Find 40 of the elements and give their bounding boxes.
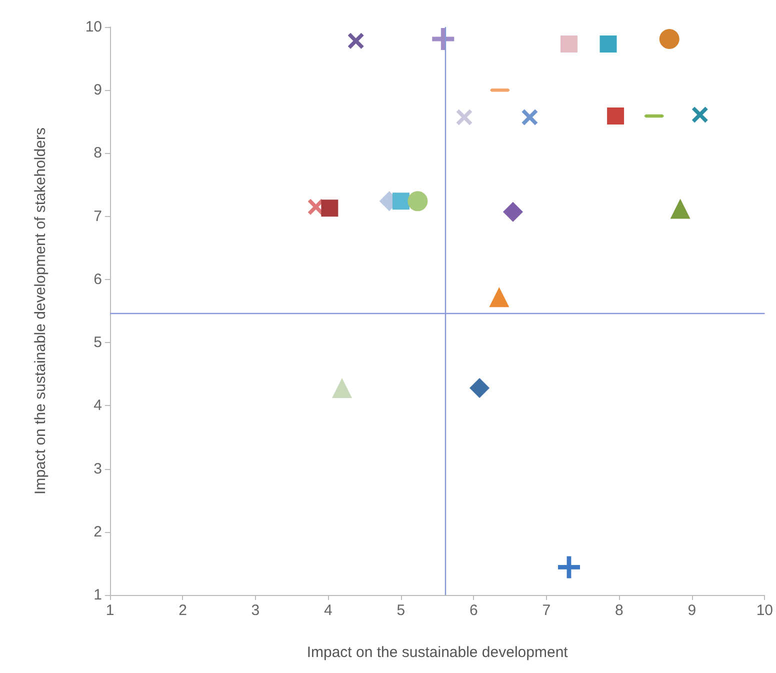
point: [321, 200, 338, 217]
y-tick-label: 1: [94, 586, 102, 604]
y-tick-label: 3: [94, 460, 102, 478]
point: [502, 202, 523, 222]
y-tick-label: 7: [94, 208, 102, 225]
point: [607, 107, 624, 124]
point: [470, 378, 490, 398]
point: [348, 32, 364, 49]
x-tick-label: 8: [615, 602, 624, 619]
point: [432, 28, 454, 50]
point: [456, 109, 472, 126]
y-tick-label: 6: [94, 270, 102, 288]
x-tick-label: 7: [542, 602, 551, 619]
x-tick-label: 1: [106, 602, 114, 619]
point: [600, 36, 617, 53]
point: [332, 378, 352, 398]
point: [408, 191, 428, 212]
x-tick-label: 2: [178, 602, 187, 619]
x-tick-label: 6: [470, 602, 478, 619]
x-tick-label: 9: [688, 602, 696, 619]
point: [670, 198, 690, 219]
x-tick-label: 10: [756, 602, 773, 619]
y-tick-label: 10: [85, 18, 102, 36]
point: [560, 36, 578, 53]
x-tick-label: 5: [396, 602, 406, 619]
y-tick-label: 4: [94, 397, 102, 414]
point: [392, 192, 410, 210]
y-tick-label: 9: [94, 82, 102, 99]
y-tick-label: 8: [94, 144, 102, 162]
point: [522, 109, 538, 126]
x-axis-title: Impact on the sustainable development: [306, 644, 569, 661]
point: [659, 28, 680, 49]
y-tick-label: 5: [94, 334, 102, 352]
x-tick-label: 4: [324, 602, 332, 619]
point: [558, 556, 580, 578]
point: [692, 106, 708, 123]
point: [489, 287, 510, 308]
y-tick-label: 2: [94, 523, 102, 540]
x-tick-label: 3: [251, 602, 260, 619]
y-axis-title: Impact on the sustainable development of stakeholders: [32, 128, 49, 494]
